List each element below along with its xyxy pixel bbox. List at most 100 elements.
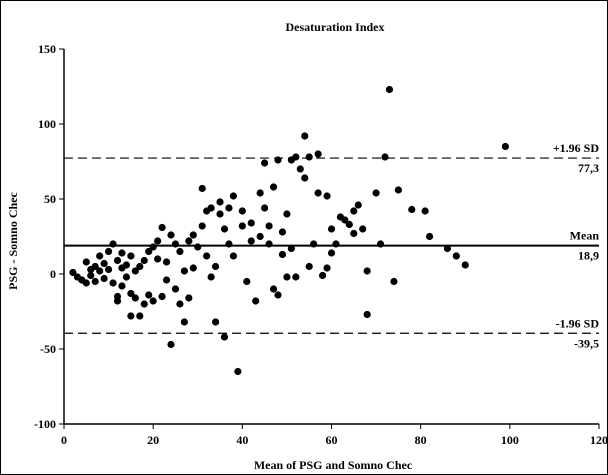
data-point	[118, 249, 126, 257]
data-point	[323, 264, 331, 272]
data-point	[216, 198, 224, 206]
data-point	[283, 210, 291, 218]
data-point	[252, 297, 260, 305]
data-point	[301, 132, 309, 140]
data-point	[216, 210, 224, 218]
data-point	[207, 204, 215, 212]
data-point	[296, 165, 304, 173]
data-point	[158, 223, 166, 232]
data-point	[323, 192, 331, 200]
data-point	[96, 252, 104, 260]
data-point	[82, 258, 90, 266]
data-point	[109, 279, 117, 287]
data-point	[345, 220, 353, 229]
data-point	[269, 285, 278, 293]
data-point	[113, 297, 122, 305]
data-point	[82, 279, 90, 287]
data-point	[149, 243, 157, 251]
chart-title: Desaturation Index	[285, 20, 384, 34]
data-point	[149, 297, 157, 305]
data-point	[314, 189, 322, 197]
data-point	[104, 265, 113, 274]
y-tick-label: 150	[38, 42, 56, 56]
data-point	[452, 252, 460, 260]
data-point	[363, 310, 371, 319]
data-point	[109, 240, 117, 248]
data-point	[127, 312, 135, 320]
data-point	[332, 240, 340, 248]
data-point	[461, 261, 469, 269]
data-point	[278, 250, 287, 259]
data-point	[127, 252, 135, 260]
data-point	[220, 225, 229, 233]
data-point	[363, 267, 371, 275]
data-point	[314, 150, 322, 158]
data-point	[287, 244, 295, 253]
data-point	[261, 204, 269, 212]
data-point	[162, 276, 171, 284]
data-point	[136, 312, 144, 320]
data-point	[220, 333, 229, 341]
data-point	[327, 225, 336, 233]
data-point	[180, 267, 188, 275]
data-point	[167, 340, 175, 349]
data-point	[140, 256, 148, 265]
data-point	[354, 201, 362, 209]
data-point	[234, 367, 242, 376]
data-point	[203, 252, 211, 260]
data-point	[154, 237, 162, 245]
data-point	[283, 273, 291, 281]
data-point	[341, 216, 349, 224]
data-point	[136, 262, 144, 271]
reference-line-label: -1.96 SD	[556, 316, 600, 330]
data-point	[207, 273, 215, 281]
data-point	[229, 252, 238, 260]
reference-line-label: Mean	[570, 229, 600, 243]
x-tick-label: 120	[590, 433, 607, 447]
x-tick-label: 20	[147, 433, 159, 447]
y-tick-label: 100	[38, 117, 56, 131]
data-point	[127, 289, 135, 298]
data-point	[376, 240, 385, 248]
data-point	[198, 222, 206, 230]
data-point	[265, 222, 273, 230]
data-point	[274, 291, 282, 299]
data-point	[274, 156, 282, 164]
data-point	[91, 277, 99, 286]
x-tick-label: 40	[236, 433, 248, 447]
data-point	[140, 300, 148, 308]
data-point	[394, 186, 402, 194]
data-point	[131, 294, 139, 302]
data-point	[269, 183, 278, 191]
data-point	[104, 247, 113, 256]
data-point	[256, 232, 264, 241]
data-points	[69, 85, 509, 376]
x-axis-label: Mean of PSG and Somno Chec	[254, 458, 413, 472]
data-point	[421, 207, 429, 215]
x-tick-label: 0	[61, 433, 67, 447]
data-point	[425, 232, 434, 241]
data-point	[292, 153, 300, 161]
data-point	[176, 300, 184, 308]
data-point	[185, 294, 193, 302]
data-point	[292, 273, 300, 281]
data-point	[247, 237, 255, 245]
reference-lines: +1.96 SD 77,3 Mean 18,9 -1.96 SD -39,5	[64, 141, 599, 350]
data-point	[158, 292, 166, 301]
data-point	[327, 249, 336, 257]
y-tick-label: 0	[50, 267, 56, 281]
data-point	[96, 267, 104, 275]
data-point	[247, 219, 255, 227]
data-point	[238, 222, 246, 230]
data-point	[229, 192, 238, 200]
data-point	[265, 240, 273, 248]
x-tick-label: 60	[326, 433, 338, 447]
data-point	[171, 240, 180, 248]
data-point	[167, 231, 175, 239]
data-point	[189, 231, 197, 239]
data-point	[69, 268, 77, 277]
data-point	[100, 259, 108, 268]
data-point	[194, 243, 202, 251]
